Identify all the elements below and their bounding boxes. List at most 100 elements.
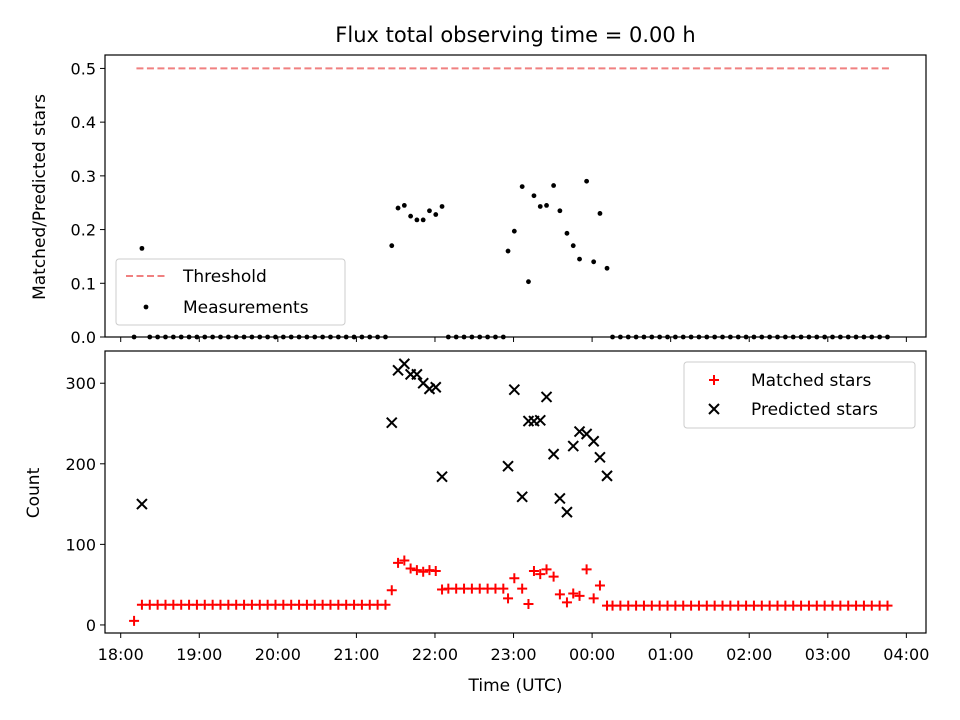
measurement-point xyxy=(401,203,407,208)
matched-star-marker xyxy=(568,588,579,599)
ratio-axes: 0.0 0.1 0.2 0.3 0.4 0.5 xyxy=(71,59,907,347)
matched-star-marker xyxy=(498,583,509,594)
x-tick-label: 21:00 xyxy=(333,645,379,664)
counts-y-tick-label: 0 xyxy=(86,616,96,635)
measurement-point xyxy=(604,265,610,271)
legend-matched-label: Matched stars xyxy=(751,371,871,391)
matched-star-marker xyxy=(380,599,391,610)
matched-star-marker xyxy=(548,571,559,582)
matched-star-marker xyxy=(561,597,572,608)
x-tick-label: 20:00 xyxy=(255,645,301,664)
measurement-point xyxy=(395,205,401,211)
measurement-point xyxy=(439,204,445,209)
predicted-star-marker xyxy=(398,358,411,370)
x-tick-label: 00:00 xyxy=(569,645,615,664)
ratio-y-tick-label: 0.5 xyxy=(71,59,96,78)
x-tick-label: 18:00 xyxy=(98,645,144,664)
matched-star-marker xyxy=(882,600,893,611)
measurement-point xyxy=(591,259,597,265)
measurement-point xyxy=(420,217,426,223)
ratio-y-tick-label: 0.0 xyxy=(71,328,96,347)
matched-star-marker xyxy=(554,589,565,600)
measurement-point xyxy=(143,304,149,310)
legend-frame xyxy=(683,361,916,429)
measurement-point xyxy=(531,193,537,199)
predicted-star-marker xyxy=(502,460,514,472)
x-tick-label: 04:00 xyxy=(883,645,929,664)
counts-y-tick-label: 300 xyxy=(65,374,96,393)
matched-star-marker xyxy=(523,598,534,609)
measurement-point xyxy=(139,245,145,251)
ratio-axes-frame xyxy=(104,54,927,338)
measurement-point xyxy=(551,183,557,188)
panel-ratio: Flux total observing time = 0.00 h 0.00.… xyxy=(30,23,927,347)
counts-axes: 0 100 200 300 18:00 19:00 20:00 21:00 22:00 23:00… xyxy=(65,374,929,664)
measurement-point xyxy=(427,208,432,214)
measurement-point xyxy=(564,230,570,236)
ratio-y-tick-label: 0.4 xyxy=(71,113,96,132)
legend-frame xyxy=(115,258,346,326)
ratio-y-tick-label: 0.3 xyxy=(71,167,96,186)
predicted-star-marker xyxy=(430,381,442,393)
matched-star-marker xyxy=(541,564,552,575)
predicted-star-marker xyxy=(411,368,423,381)
matched-star-marker xyxy=(594,580,605,591)
matched-star-marker xyxy=(129,615,140,626)
matched-star-marker xyxy=(430,565,441,576)
matched-star-marker xyxy=(535,569,546,580)
matched-star-marker xyxy=(503,593,514,604)
measurement-point xyxy=(537,204,543,209)
matched-star-marker xyxy=(418,566,429,577)
matched-star-marker xyxy=(709,375,719,385)
legend-threshold-label: Threshold xyxy=(182,267,267,287)
predicted-star-marker xyxy=(534,414,546,426)
measurement-point xyxy=(557,208,563,214)
counts-axes-frame xyxy=(104,350,927,634)
predicted-star-marker xyxy=(587,435,600,447)
measurement-point xyxy=(519,184,525,190)
measurement-point xyxy=(570,243,576,249)
measurement-point xyxy=(505,248,511,254)
predicted-star-marker xyxy=(708,403,720,415)
chart-title: Flux total observing time = 0.00 h xyxy=(335,23,695,47)
measurement-point xyxy=(597,211,603,216)
x-tick-label: 01:00 xyxy=(648,645,694,664)
x-tick-label: 22:00 xyxy=(412,645,458,664)
ratio-y-tick-label: 0.2 xyxy=(71,221,96,240)
measurement-point xyxy=(511,228,517,234)
ratio-y-axis-label: Matched/Predicted stars xyxy=(30,94,50,300)
matched-star-marker xyxy=(399,555,410,566)
ratio-legend: Threshold Measurements xyxy=(115,258,346,326)
matched-star-marker xyxy=(588,593,599,604)
measurement-point xyxy=(389,243,395,249)
predicted-star-marker xyxy=(573,425,586,438)
predicted-star-marker xyxy=(540,391,553,403)
matched-star-marker xyxy=(405,563,416,574)
ratio-y-tick-label: 0.1 xyxy=(71,274,96,293)
measurement-point xyxy=(414,217,420,223)
predicted-star-marker xyxy=(547,448,560,460)
matched-star-marker xyxy=(581,564,592,575)
measurement-point xyxy=(577,256,582,262)
measurement-point xyxy=(584,178,590,184)
x-axis-label: Time (UTC) xyxy=(468,676,563,696)
predicted-star-marker xyxy=(567,440,579,452)
counts-legend: Matched stars Predicted stars xyxy=(683,361,916,429)
predicted-star-marker xyxy=(136,498,148,510)
measurement-point xyxy=(408,213,414,219)
panel-counts: 0 100 200 300 18:00 19:00 20:00 21:00 22:00 23:00… xyxy=(24,350,929,696)
matched-star-marker xyxy=(393,557,404,568)
x-tick-label: 03:00 xyxy=(805,645,851,664)
counts-y-axis-label: Count xyxy=(24,467,44,518)
x-tick-label: 23:00 xyxy=(490,645,536,664)
predicted-star-marker xyxy=(436,470,448,483)
measurement-point xyxy=(433,212,439,217)
matched-star-marker xyxy=(411,565,422,576)
counts-plot-area xyxy=(129,358,893,626)
matched-star-marker xyxy=(574,590,585,601)
legend-predicted-label: Predicted stars xyxy=(751,400,878,420)
measurement-point xyxy=(544,203,549,208)
predicted-star-marker xyxy=(601,470,613,482)
predicted-star-marker xyxy=(554,492,566,505)
